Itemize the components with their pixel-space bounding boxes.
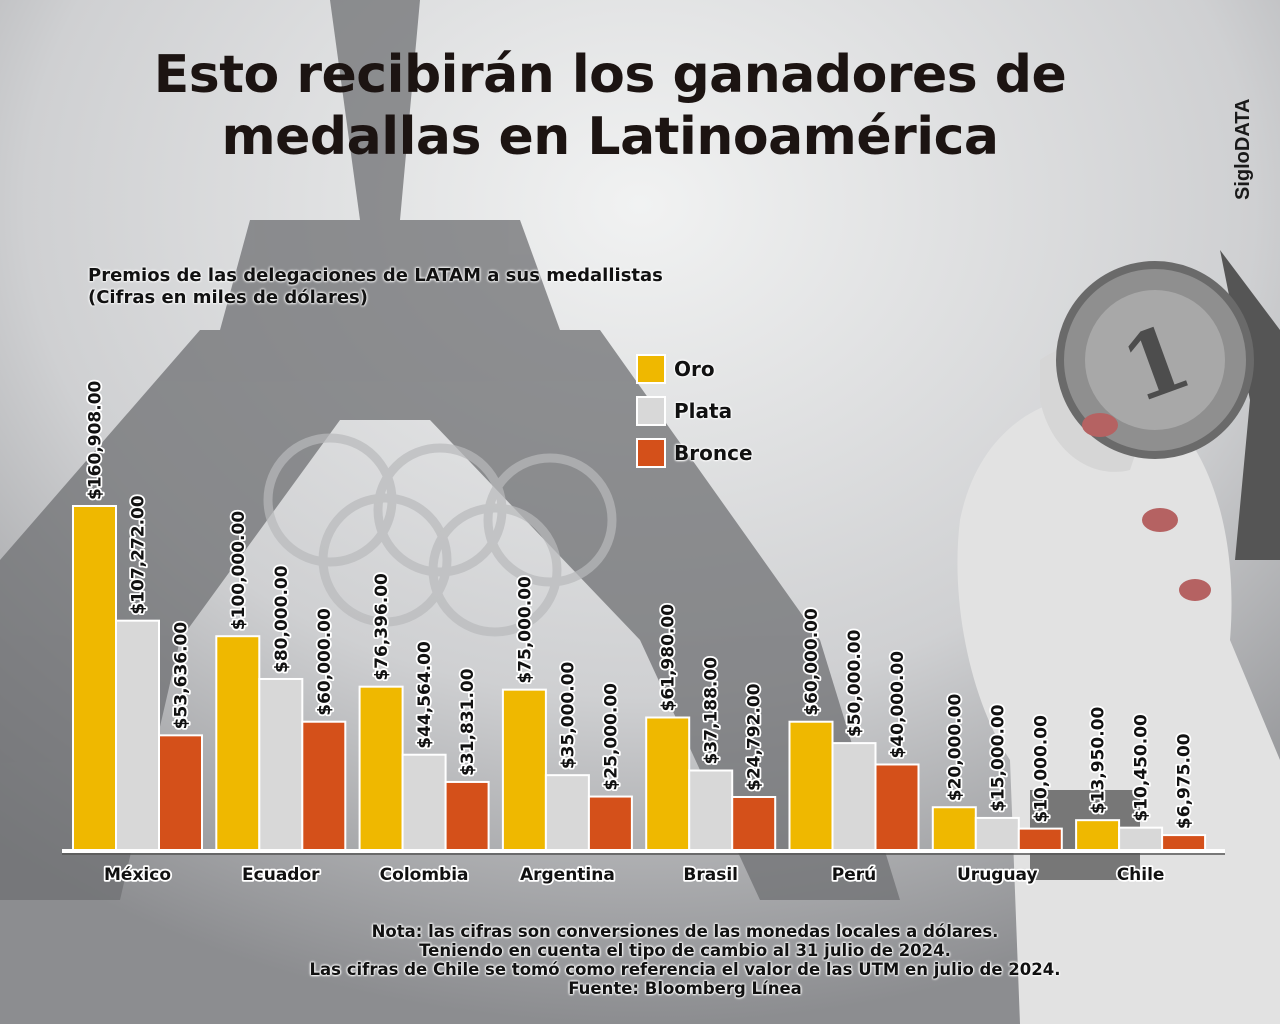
- category-label-4: Brasil: [683, 865, 738, 885]
- olympic-rings: [263, 433, 617, 637]
- category-label-0: México: [104, 865, 171, 885]
- data-label-oro-0: $160,908.00: [86, 380, 106, 500]
- category-label-2: Colombia: [380, 865, 469, 885]
- chart-title: Premios de las delegaciones de LATAM a s…: [88, 265, 663, 286]
- data-label-plata-0: $107,272.00: [129, 495, 149, 615]
- bar-oro-1: [215, 635, 261, 852]
- category-label-1: Ecuador: [242, 865, 320, 885]
- bar-oro-5: [788, 720, 834, 852]
- data-label-bronce-3: $25,000.00: [601, 683, 621, 791]
- title-line-1: Esto recibirán los ganadores de: [153, 45, 1067, 105]
- data-label-plata-7: $10,450.00: [1132, 714, 1152, 822]
- data-label-oro-5: $60,000.00: [802, 608, 822, 716]
- bar-plata-2: [401, 753, 447, 852]
- bar-plata-6: [974, 816, 1020, 852]
- category-label-7: Chile: [1117, 865, 1165, 885]
- data-label-oro-3: $75,000.00: [515, 576, 535, 684]
- data-label-oro-7: $13,950.00: [1089, 706, 1109, 814]
- data-label-bronce-7: $6,975.00: [1175, 733, 1195, 829]
- legend-swatch-oro: [636, 354, 666, 384]
- bar-plata-0: [115, 619, 160, 852]
- bar-plata-1: [258, 677, 304, 851]
- data-label-bronce-5: $40,000.00: [888, 651, 908, 759]
- footnote-line-3: Las cifras de Chile se tomó como referen…: [309, 960, 1061, 979]
- title-line-2: medallas en Latinoamérica: [221, 107, 999, 167]
- legend-item-oro: Oro: [636, 348, 753, 390]
- footnote-line-1: Nota: las cifras son conversiones de las…: [371, 922, 999, 941]
- bar-bronce-6: [1017, 827, 1063, 852]
- bar-plata-7: [1118, 826, 1164, 852]
- category-label-5: Perú: [832, 865, 876, 885]
- legend-label-bronce: Bronce: [674, 441, 753, 465]
- bar-bronce-2: [444, 780, 490, 851]
- data-label-plata-3: $35,000.00: [558, 661, 578, 769]
- bar-plata-4: [688, 769, 734, 852]
- legend-label-plata: Plata: [674, 399, 733, 423]
- bar-bronce-1: [301, 720, 347, 852]
- footnote-source: Fuente: Bloomberg Línea: [568, 979, 802, 998]
- data-label-oro-2: $76,396.00: [372, 573, 392, 681]
- page-title: Esto recibirán los ganadores de medallas…: [0, 44, 1220, 168]
- data-label-bronce-6: $10,000.00: [1031, 715, 1051, 823]
- bar-plata-5: [831, 742, 877, 852]
- legend-label-oro: Oro: [674, 357, 715, 381]
- bar-bronce-7: [1161, 834, 1207, 852]
- data-label-oro-4: $61,980.00: [659, 604, 679, 712]
- bar-oro-6: [931, 806, 977, 852]
- data-label-plata-6: $15,000.00: [988, 704, 1008, 812]
- legend-swatch-bronce: [636, 438, 666, 468]
- data-label-bronce-4: $24,792.00: [745, 683, 765, 791]
- category-label-6: Uruguay: [957, 865, 1038, 885]
- footnote: Nota: las cifras son conversiones de las…: [180, 922, 1190, 998]
- legend-swatch-plata: [636, 396, 666, 426]
- footnote-line-2: Teniendo en cuenta el tipo de cambio al …: [419, 941, 951, 960]
- data-label-oro-6: $20,000.00: [945, 694, 965, 802]
- bar-oro-4: [645, 716, 691, 852]
- chart-units-note: (Cifras en miles de dólares): [88, 287, 368, 308]
- data-label-plata-5: $50,000.00: [845, 629, 865, 737]
- legend-item-bronce: Bronce: [636, 432, 753, 474]
- medal-hand-photo: 1: [957, 250, 1280, 1024]
- bar-oro-7: [1075, 819, 1121, 852]
- bar-plata-3: [544, 774, 590, 851]
- data-label-plata-4: $37,188.00: [702, 657, 722, 765]
- category-label-3: Argentina: [520, 865, 615, 885]
- bar-bronce-5: [874, 763, 920, 851]
- data-label-bronce-2: $31,831.00: [458, 668, 478, 776]
- bar-oro-3: [501, 688, 547, 851]
- bar-oro-2: [358, 685, 404, 852]
- bar-bronce-4: [731, 795, 777, 851]
- chart-subtitle: Premios de las delegaciones de LATAM a s…: [88, 265, 663, 309]
- legend-item-plata: Plata: [636, 390, 753, 432]
- bar-oro-0: [72, 505, 117, 851]
- data-label-plata-1: $80,000.00: [272, 565, 292, 673]
- data-label-plata-2: $44,564.00: [415, 641, 435, 749]
- bar-bronce-3: [587, 795, 633, 851]
- bar-bronce-0: [158, 734, 203, 851]
- chart-legend: Oro Plata Bronce: [636, 348, 753, 474]
- data-label-bronce-0: $53,636.00: [172, 622, 192, 730]
- data-label-oro-1: $100,000.00: [229, 511, 249, 631]
- data-label-bronce-1: $60,000.00: [315, 608, 335, 716]
